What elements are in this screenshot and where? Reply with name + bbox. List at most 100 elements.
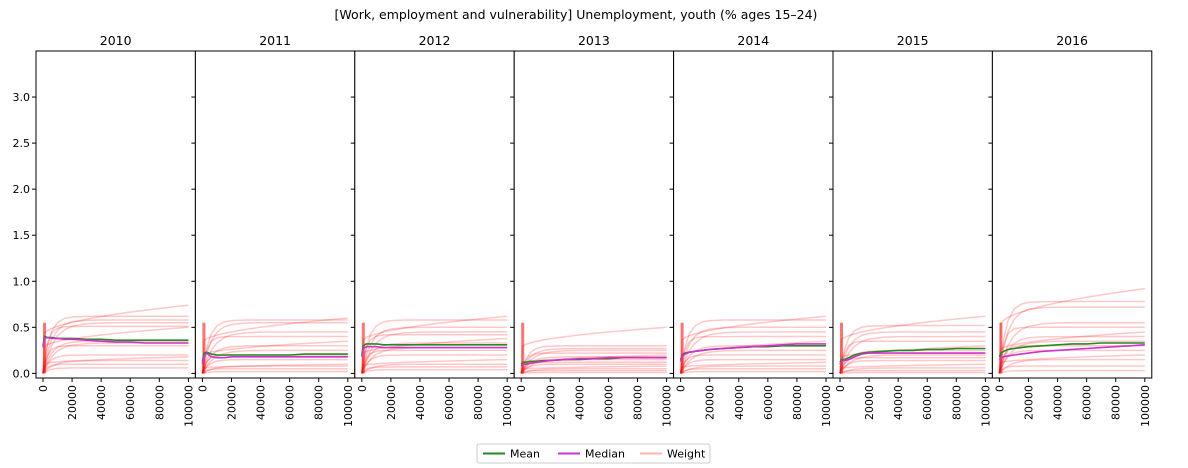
weight-line: [361, 319, 508, 374]
weight-line: [998, 321, 1145, 374]
weight-line: [680, 370, 826, 375]
x-tick-label: 80000: [950, 385, 963, 420]
weight-onset-band: [202, 322, 206, 374]
x-tick-label: 0: [515, 385, 528, 392]
x-axis: 0 20000 40000 60000 80000 100000: [675, 378, 833, 427]
weight-line: [42, 354, 189, 374]
median-line: [520, 356, 667, 367]
median-line: [42, 336, 189, 348]
panel-2010: 2010 0 20000 40000 60000 80000 100000 0.0 0.5 1.0…: [13, 33, 196, 427]
panel-2015: 2015 0 20000 40000 60000 80000 100000: [829, 33, 993, 427]
weight-line: [679, 354, 826, 374]
panel-background: [673, 51, 833, 378]
weight-line: [679, 358, 826, 374]
weight-line: [361, 342, 508, 374]
weight-line: [42, 359, 189, 374]
weight-line: [520, 352, 667, 374]
median-line: [998, 344, 1145, 361]
x-tick-label: 40000: [414, 385, 427, 420]
weight-line: [839, 340, 986, 374]
legend-item-weight: Weight: [640, 448, 706, 461]
weight-line: [42, 321, 189, 374]
x-tick-label: 0: [675, 385, 688, 392]
x-tick-label: 40000: [892, 385, 905, 420]
legend-item-median: Median: [558, 448, 625, 461]
weight-line: [839, 356, 986, 374]
x-tick-label: 20000: [704, 385, 717, 420]
weight-line: [520, 356, 667, 374]
weight-line: [42, 315, 189, 374]
x-axis: 0 20000 40000 60000 80000 100000: [37, 378, 195, 427]
y-axis: [510, 96, 515, 374]
x-tick-label: 100000: [820, 385, 833, 427]
panel-title: 2011: [259, 33, 291, 48]
x-tick-label: 60000: [921, 385, 934, 420]
weight-line: [998, 331, 1145, 374]
weight-line: [520, 326, 667, 374]
weight-line: [201, 358, 348, 374]
weight-line: [998, 340, 1145, 374]
weight-line: [839, 369, 986, 375]
weight-line: [998, 300, 1145, 374]
y-tick-label: 3.0: [13, 91, 31, 104]
weight-line: [520, 365, 667, 374]
weight-line: [520, 363, 667, 374]
x-tick-label: 20000: [385, 385, 398, 420]
panels: 2010 0 20000 40000 60000 80000 100000 0.0 0.5 1.0…: [13, 33, 1153, 427]
x-tick-label: 20000: [544, 385, 557, 420]
weight-line: [361, 358, 508, 374]
median-line: [201, 352, 348, 365]
y-axis: 0.0 0.5 1.0 1.5 2.0 2.5 3.0: [13, 91, 36, 380]
legend-label: Mean: [510, 448, 540, 461]
x-tick-label: 40000: [95, 385, 108, 420]
weight-line: [361, 333, 508, 374]
x-axis: 0 20000 40000 60000 80000 100000: [356, 378, 514, 427]
x-tick-label: 60000: [762, 385, 775, 420]
weight-line: [998, 306, 1145, 374]
x-tick-label: 40000: [255, 385, 268, 420]
weight-line: [679, 331, 826, 374]
panel-2011: 2011 0 20000 40000 60000 80000 100000: [191, 33, 356, 427]
y-tick-label: 0.0: [13, 367, 31, 380]
weight-line: [42, 326, 189, 374]
weight-lines: [998, 287, 1145, 375]
weight-line: [839, 367, 986, 375]
mean-line: [839, 347, 986, 363]
x-tick-label: 60000: [124, 385, 137, 420]
median-line: [361, 345, 508, 357]
weight-line: [679, 361, 827, 374]
weight-line: [42, 304, 189, 374]
x-tick-label: 20000: [863, 385, 876, 420]
weight-line: [42, 340, 189, 374]
y-axis: [988, 96, 993, 374]
weight-line: [42, 325, 189, 374]
weight-line: [520, 345, 667, 374]
panel-background: [514, 51, 674, 378]
weight-line: [42, 319, 189, 374]
x-axis: 0 20000 40000 60000 80000 100000: [515, 378, 674, 427]
legend-label: Weight: [667, 448, 706, 461]
weight-line: [361, 326, 508, 374]
panel-title: 2015: [897, 33, 929, 48]
x-axis: 0 20000 40000 60000 80000 100000: [196, 378, 355, 427]
weight-line: [520, 368, 667, 375]
weight-line: [839, 315, 986, 374]
panel-2014: 2014 0 20000 40000 60000 80000 100000: [669, 33, 834, 427]
weight-line: [680, 365, 826, 375]
weight-line: [839, 354, 986, 374]
weight-line: [201, 331, 348, 374]
x-tick-label: 100000: [342, 385, 355, 427]
weight-line: [201, 368, 348, 374]
y-axis: [829, 96, 833, 374]
figure-title: [Work, employment and vulnerability] Une…: [335, 7, 818, 22]
weight-onset-band: [521, 322, 525, 374]
weight-line: [999, 369, 1145, 375]
x-tick-label: 100000: [661, 385, 674, 427]
panel-frame: [991, 50, 1153, 379]
x-axis: 0 20000 40000 60000 80000 100000: [993, 378, 1152, 427]
weight-line: [520, 361, 667, 374]
panel-2012: 2012 0 20000 40000 60000 80000 100000: [350, 33, 515, 427]
panel-title: 2012: [419, 33, 451, 48]
x-tick-label: 20000: [225, 385, 238, 420]
weight-line: [42, 345, 189, 374]
